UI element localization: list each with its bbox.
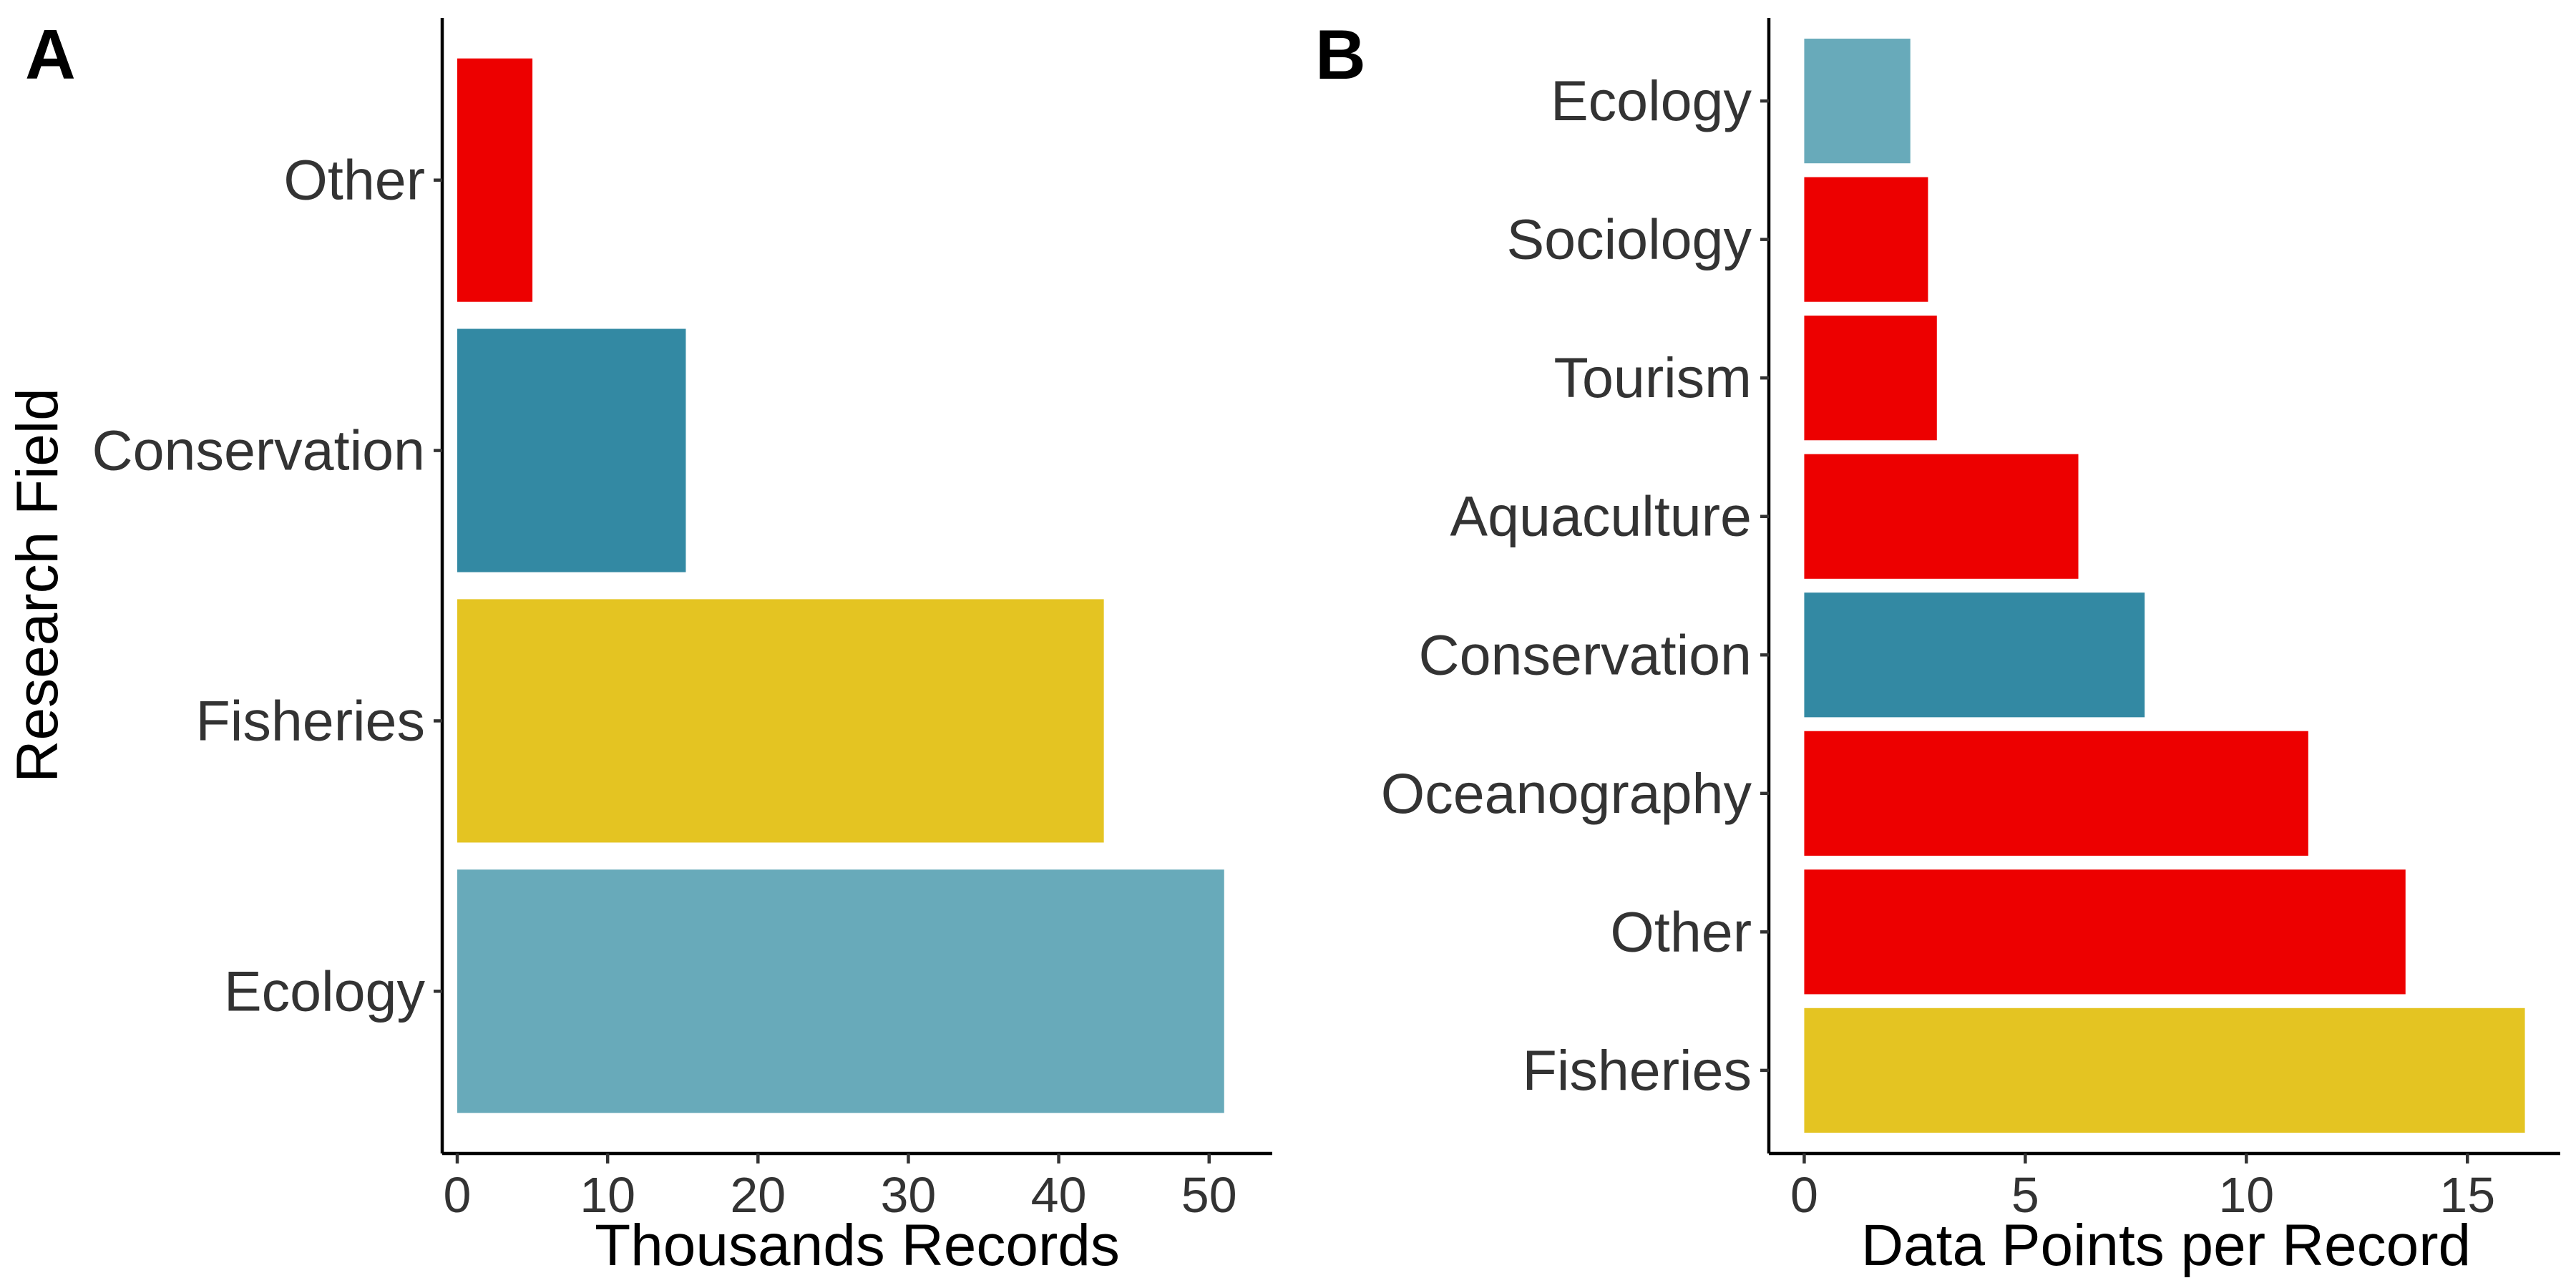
bar-tourism [1804, 316, 1937, 441]
category-label-tourism: Tourism [1553, 346, 1752, 409]
panel-letter: B [1315, 15, 1366, 94]
category-label-conservation: Conservation [92, 419, 425, 482]
bar-conservation [457, 328, 686, 572]
category-label-other: Other [1610, 899, 1752, 963]
category-label-oceanography: Oceanography [1381, 761, 1752, 825]
x-tick-label: 5 [2011, 1167, 2039, 1223]
category-label-ecology: Ecology [224, 959, 426, 1023]
category-label-ecology: Ecology [1551, 69, 1752, 132]
panel-b: Fisheries Other Oceanography Conservation Aq… [1315, 15, 2560, 1278]
bar-other [1804, 869, 2406, 995]
bar-oceanography [1804, 731, 2308, 856]
category-label-fisheries: Fisheries [1523, 1038, 1752, 1102]
panel-letter: A [25, 15, 76, 94]
bar-conservation [1804, 592, 2145, 718]
x-tick-label: 15 [2439, 1167, 2495, 1223]
x-tick-label: 20 [730, 1167, 786, 1223]
bar-ecology [1804, 39, 1911, 164]
bar-other [457, 58, 533, 302]
category-label-aquaculture: Aquaculture [1450, 484, 1752, 548]
bar-aquaculture [1804, 454, 2079, 579]
x-tick-label: 50 [1181, 1167, 1237, 1223]
x-tick-label: 10 [2218, 1167, 2274, 1223]
y-axis-title: Research Field [5, 388, 70, 782]
x-tick-label: 0 [444, 1167, 472, 1223]
bar-fisheries [1804, 1008, 2525, 1133]
panel-a: Ecology Fisheries Conservation Other 0 10 20 30… [5, 15, 1272, 1278]
x-tick-label: 0 [1790, 1167, 1818, 1223]
x-axis-title: Data Points per Record [1861, 1213, 2471, 1278]
x-tick-label: 40 [1031, 1167, 1087, 1223]
bar-sociology [1804, 177, 1928, 302]
bar-ecology [457, 869, 1224, 1113]
category-label-other: Other [283, 148, 425, 212]
x-tick-label: 30 [881, 1167, 937, 1223]
category-label-sociology: Sociology [1506, 208, 1752, 271]
x-tick-label: 10 [580, 1167, 635, 1223]
bar-fisheries [457, 599, 1104, 843]
category-label-fisheries: Fisheries [196, 688, 425, 752]
category-label-conservation: Conservation [1419, 623, 1752, 686]
x-axis-title: Thousands Records [595, 1213, 1120, 1278]
